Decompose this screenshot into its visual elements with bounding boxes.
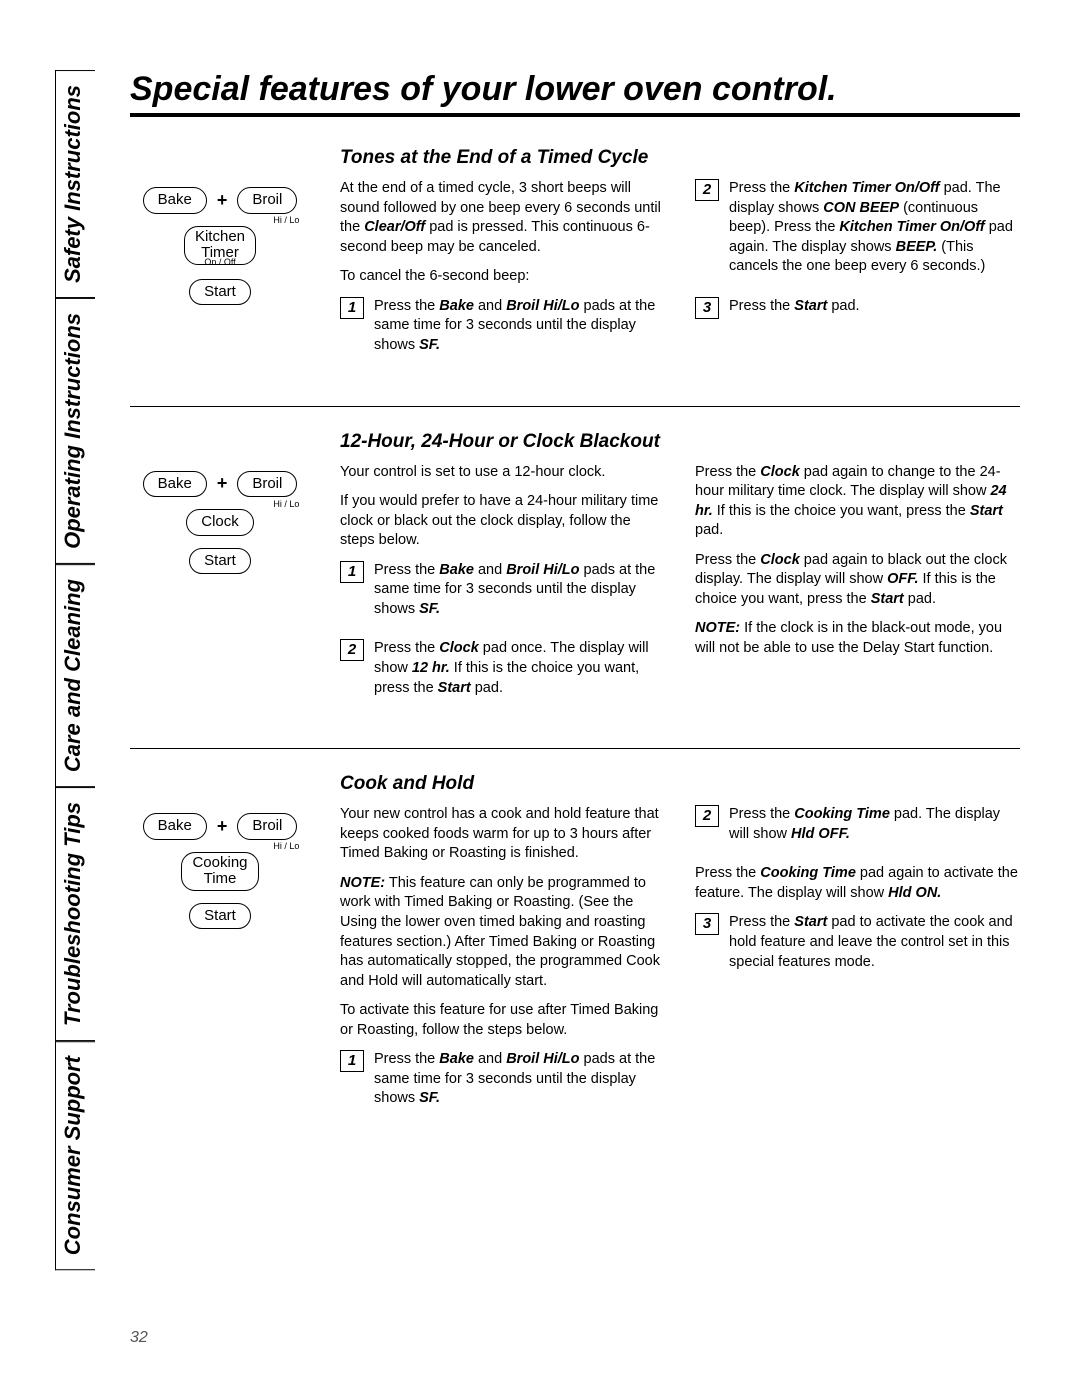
tab-care-cleaning: Care and Cleaning [55, 564, 95, 787]
step-number-icon: 3 [695, 297, 719, 319]
section-cook-hold: Bake + Broil Hi / Lo Cooking Time Start … [130, 773, 1020, 1129]
body-text: Your control is set to use a 12-hour clo… [340, 463, 665, 483]
body-text: To activate this feature for use after T… [340, 1001, 665, 1040]
page-title: Special features of your lower oven cont… [130, 70, 1020, 109]
step-2: 2 Press the Kitchen Timer On/Off pad. Th… [695, 179, 1020, 287]
manual-page: Consumer Support Troubleshooting Tips Ca… [0, 0, 1080, 1397]
broil-button: Broil [237, 813, 297, 840]
section-rule [130, 748, 1020, 749]
bake-button: Bake [143, 187, 207, 214]
section-heading: Tones at the End of a Timed Cycle [340, 147, 1020, 169]
step-text: Press the Bake and Broil Hi/Lo pads at t… [374, 297, 665, 356]
step-number-icon: 2 [340, 639, 364, 661]
step-text: Press the Bake and Broil Hi/Lo pads at t… [374, 561, 665, 620]
bake-button: Bake [143, 471, 207, 498]
body-text: Press the Clock pad again to black out t… [695, 551, 1020, 610]
step-text: Press the Kitchen Timer On/Off pad. The … [729, 179, 1020, 277]
step-number-icon: 2 [695, 805, 719, 827]
right-column: 2 Press the Cooking Time pad. The displa… [695, 805, 1020, 1129]
hilo-label: Hi / Lo [273, 841, 299, 851]
note-text: NOTE: If the clock is in the black-out m… [695, 619, 1020, 658]
note-text: NOTE: This feature can only be programme… [340, 874, 665, 991]
page-number: 32 [130, 1329, 148, 1347]
section-tones: Bake + Broil Hi / Lo Kitchen Timer On / … [130, 147, 1020, 376]
plus-icon: + [217, 473, 228, 494]
diagram-cook-hold: Bake + Broil Hi / Lo Cooking Time Start [130, 773, 310, 1129]
clock-button: Clock [186, 509, 254, 536]
tab-operating: Operating Instructions [55, 298, 95, 564]
body-text: Your new control has a cook and hold fea… [340, 805, 665, 864]
step-1: 1 Press the Bake and Broil Hi/Lo pads at… [340, 561, 665, 630]
left-column: Your control is set to use a 12-hour clo… [340, 463, 665, 719]
tab-troubleshooting: Troubleshooting Tips [55, 787, 95, 1041]
hilo-label: Hi / Lo [273, 499, 299, 509]
step-3: 3 Press the Start pad. [695, 297, 1020, 327]
step-2: 2 Press the Cooking Time pad. The displa… [695, 805, 1020, 854]
start-button: Start [189, 548, 251, 575]
step-text: Press the Clock pad once. The display wi… [374, 639, 665, 698]
left-column: At the end of a timed cycle, 3 short bee… [340, 179, 665, 376]
title-rule [130, 113, 1020, 117]
step-3: 3 Press the Start pad to activate the co… [695, 913, 1020, 982]
plus-icon: + [217, 816, 228, 837]
step-1: 1 Press the Bake and Broil Hi/Lo pads at… [340, 1050, 665, 1119]
tab-consumer-support: Consumer Support [55, 1041, 95, 1270]
step-number-icon: 1 [340, 561, 364, 583]
body-text: To cancel the 6-second beep: [340, 267, 665, 287]
section-rule [130, 406, 1020, 407]
hilo-label: Hi / Lo [273, 215, 299, 225]
right-column: Press the Clock pad again to change to t… [695, 463, 1020, 719]
plus-icon: + [217, 190, 228, 211]
step-number-icon: 2 [695, 179, 719, 201]
step-text: Press the Start pad. [729, 297, 1020, 317]
start-button: Start [189, 279, 251, 306]
diagram-clock: Bake + Broil Hi / Lo Clock Start [130, 431, 310, 719]
step-text: Press the Start pad to activate the cook… [729, 913, 1020, 972]
section-heading: 12-Hour, 24-Hour or Clock Blackout [340, 431, 1020, 453]
step-1: 1 Press the Bake and Broil Hi/Lo pads at… [340, 297, 665, 366]
section-clock: Bake + Broil Hi / Lo Clock Start 12-Hour… [130, 431, 1020, 719]
cooking-time-button: Cooking Time [181, 852, 258, 891]
body-text: Press the Cooking Time pad again to acti… [695, 864, 1020, 903]
step-text: Press the Cooking Time pad. The display … [729, 805, 1020, 844]
body-text: At the end of a timed cycle, 3 short bee… [340, 179, 665, 257]
broil-button: Broil [237, 187, 297, 214]
right-column: 2 Press the Kitchen Timer On/Off pad. Th… [695, 179, 1020, 376]
step-2: 2 Press the Clock pad once. The display … [340, 639, 665, 708]
diagram-tones: Bake + Broil Hi / Lo Kitchen Timer On / … [130, 147, 310, 376]
left-column: Your new control has a cook and hold fea… [340, 805, 665, 1129]
step-text: Press the Bake and Broil Hi/Lo pads at t… [374, 1050, 665, 1109]
body-text: Press the Clock pad again to change to t… [695, 463, 1020, 541]
section-heading: Cook and Hold [340, 773, 1020, 795]
bake-button: Bake [143, 813, 207, 840]
sidebar-tabs: Consumer Support Troubleshooting Tips Ca… [55, 70, 95, 1320]
start-button: Start [189, 903, 251, 930]
onoff-label: On / Off [184, 257, 256, 267]
tab-safety: Safety Instructions [55, 70, 95, 298]
step-number-icon: 1 [340, 297, 364, 319]
broil-button: Broil [237, 471, 297, 498]
step-number-icon: 1 [340, 1050, 364, 1072]
step-number-icon: 3 [695, 913, 719, 935]
body-text: If you would prefer to have a 24-hour mi… [340, 492, 665, 551]
